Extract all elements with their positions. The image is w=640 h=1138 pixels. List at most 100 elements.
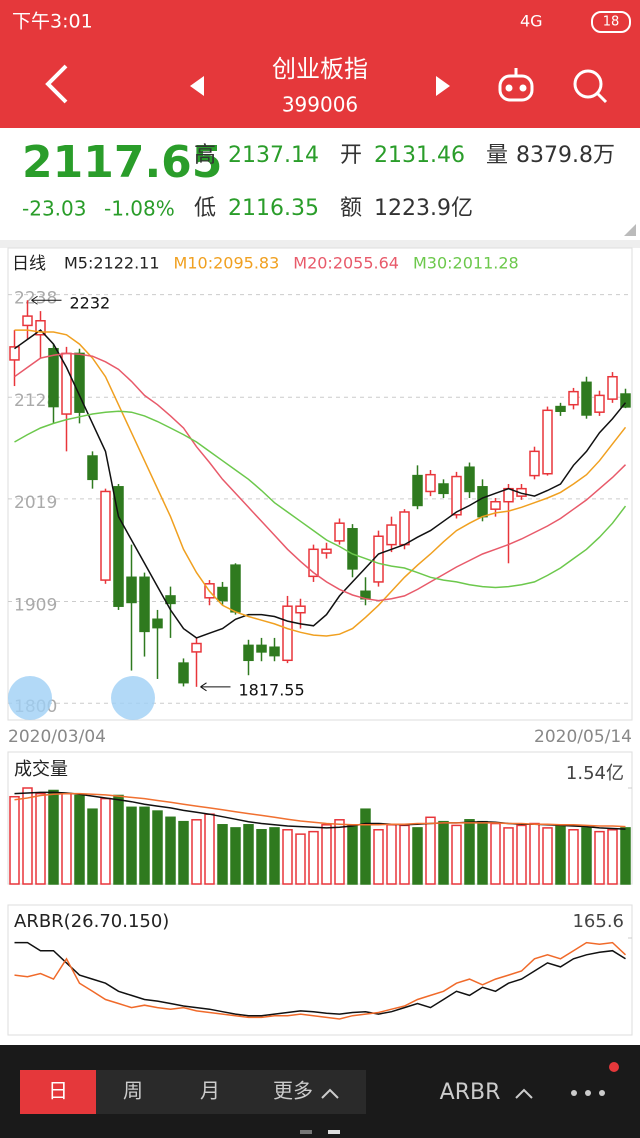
status-network: 4G [520, 12, 543, 31]
candle-body [425, 473, 436, 493]
candle-body [490, 500, 501, 510]
candle-body [165, 595, 176, 605]
volume-bar [425, 816, 436, 885]
candle-body [256, 644, 267, 653]
volume-bar [399, 824, 410, 885]
volume-bar [126, 806, 137, 885]
volume-bar [178, 820, 189, 885]
ma-line [14, 410, 627, 589]
volume-bar [269, 827, 280, 885]
volume-bar [217, 824, 228, 885]
candle-body [399, 511, 410, 546]
candle-body [555, 405, 566, 412]
candle-body [9, 346, 20, 361]
caret [321, 1088, 339, 1099]
label: 高 [194, 143, 216, 168]
ma-line [14, 329, 627, 637]
volume-bar [607, 829, 618, 885]
volume-bar [529, 822, 540, 885]
volume-bar [191, 819, 202, 885]
volume-bar [568, 829, 579, 885]
tab-group [96, 1070, 366, 1114]
annotation: 1817.55 [239, 680, 305, 699]
y-tick-label: 2019 [14, 493, 57, 513]
candle-body [386, 524, 397, 546]
tab[interactable]: 日 [48, 1079, 68, 1103]
more-dot [599, 1090, 605, 1096]
label: 低 [194, 196, 216, 221]
index-code: 399006 [282, 93, 358, 117]
candle-body [412, 474, 423, 507]
ma-line [14, 352, 627, 602]
candle-body [87, 455, 98, 481]
candle-body [74, 352, 85, 413]
tab[interactable]: 周 [123, 1079, 143, 1103]
annotation: 2232 [70, 294, 111, 313]
legend-entry: M5:2122.11 [64, 254, 160, 273]
volume-bar [48, 789, 59, 885]
candle-body [438, 483, 449, 495]
y-tick-label: 1909 [14, 596, 57, 616]
volume-bar [594, 830, 605, 885]
candle-body [191, 642, 202, 653]
candle-body [35, 320, 46, 336]
candle-body [243, 644, 254, 662]
y-tick-label: 2238 [14, 289, 57, 309]
volume-bar [620, 827, 631, 885]
expand-button[interactable] [8, 676, 52, 720]
next-button[interactable] [436, 76, 450, 96]
volume-bar [87, 808, 98, 885]
corner-mark [624, 224, 636, 236]
volume-bar [230, 827, 241, 885]
volume-bar [100, 797, 111, 885]
legend-entry: M10:2095.83 [174, 254, 280, 273]
open: 2131.46 [374, 143, 465, 168]
candle-body [568, 390, 579, 406]
ma-line [14, 329, 627, 639]
candle-body [269, 646, 280, 657]
search-button[interactable] [573, 69, 608, 104]
tab[interactable]: 月 [200, 1079, 220, 1103]
candle-body [178, 662, 189, 684]
candle-body [217, 586, 228, 602]
candle-body [113, 486, 124, 607]
legend-entry: M20:2055.64 [293, 254, 399, 273]
battery [591, 11, 631, 33]
label: 额 [340, 196, 362, 221]
legend-entry: M30:2011.28 [413, 254, 519, 273]
candle-body [594, 394, 605, 413]
y-tick-label: 1.54亿 [566, 763, 624, 784]
volume-bar [295, 833, 306, 885]
candle-body [126, 576, 137, 604]
divider [0, 240, 640, 248]
period-label: 日线 [12, 254, 46, 274]
volume-bar [165, 816, 176, 885]
volume-bar [256, 829, 267, 885]
indicator-line [14, 941, 627, 1020]
volume-bar [321, 824, 332, 885]
candle-body [503, 487, 514, 503]
indicator-line [14, 941, 626, 1017]
volume-bar [503, 827, 514, 885]
back-button[interactable] [45, 64, 68, 104]
volume-bar [581, 827, 592, 885]
fullscreen-button[interactable] [111, 676, 155, 720]
arbr-panel [7, 904, 633, 1036]
tab-active[interactable] [20, 1070, 96, 1114]
indicator-tab[interactable]: ARBR [440, 1080, 501, 1105]
amount: 1223.9亿 [374, 196, 473, 221]
change-pct: -1.08% [104, 197, 175, 221]
volume-bar [386, 824, 397, 885]
robot-button[interactable] [498, 68, 534, 102]
volume-bar [204, 813, 215, 885]
change: -23.03 [22, 197, 86, 221]
header-bg [0, 0, 640, 128]
candle-body [321, 548, 332, 554]
volume-bar [451, 824, 462, 885]
prev-button[interactable] [190, 76, 204, 96]
candle-body [48, 347, 59, 408]
tab[interactable]: 更多 [273, 1079, 313, 1103]
candle-body [373, 535, 384, 583]
label: 量 [486, 143, 508, 168]
